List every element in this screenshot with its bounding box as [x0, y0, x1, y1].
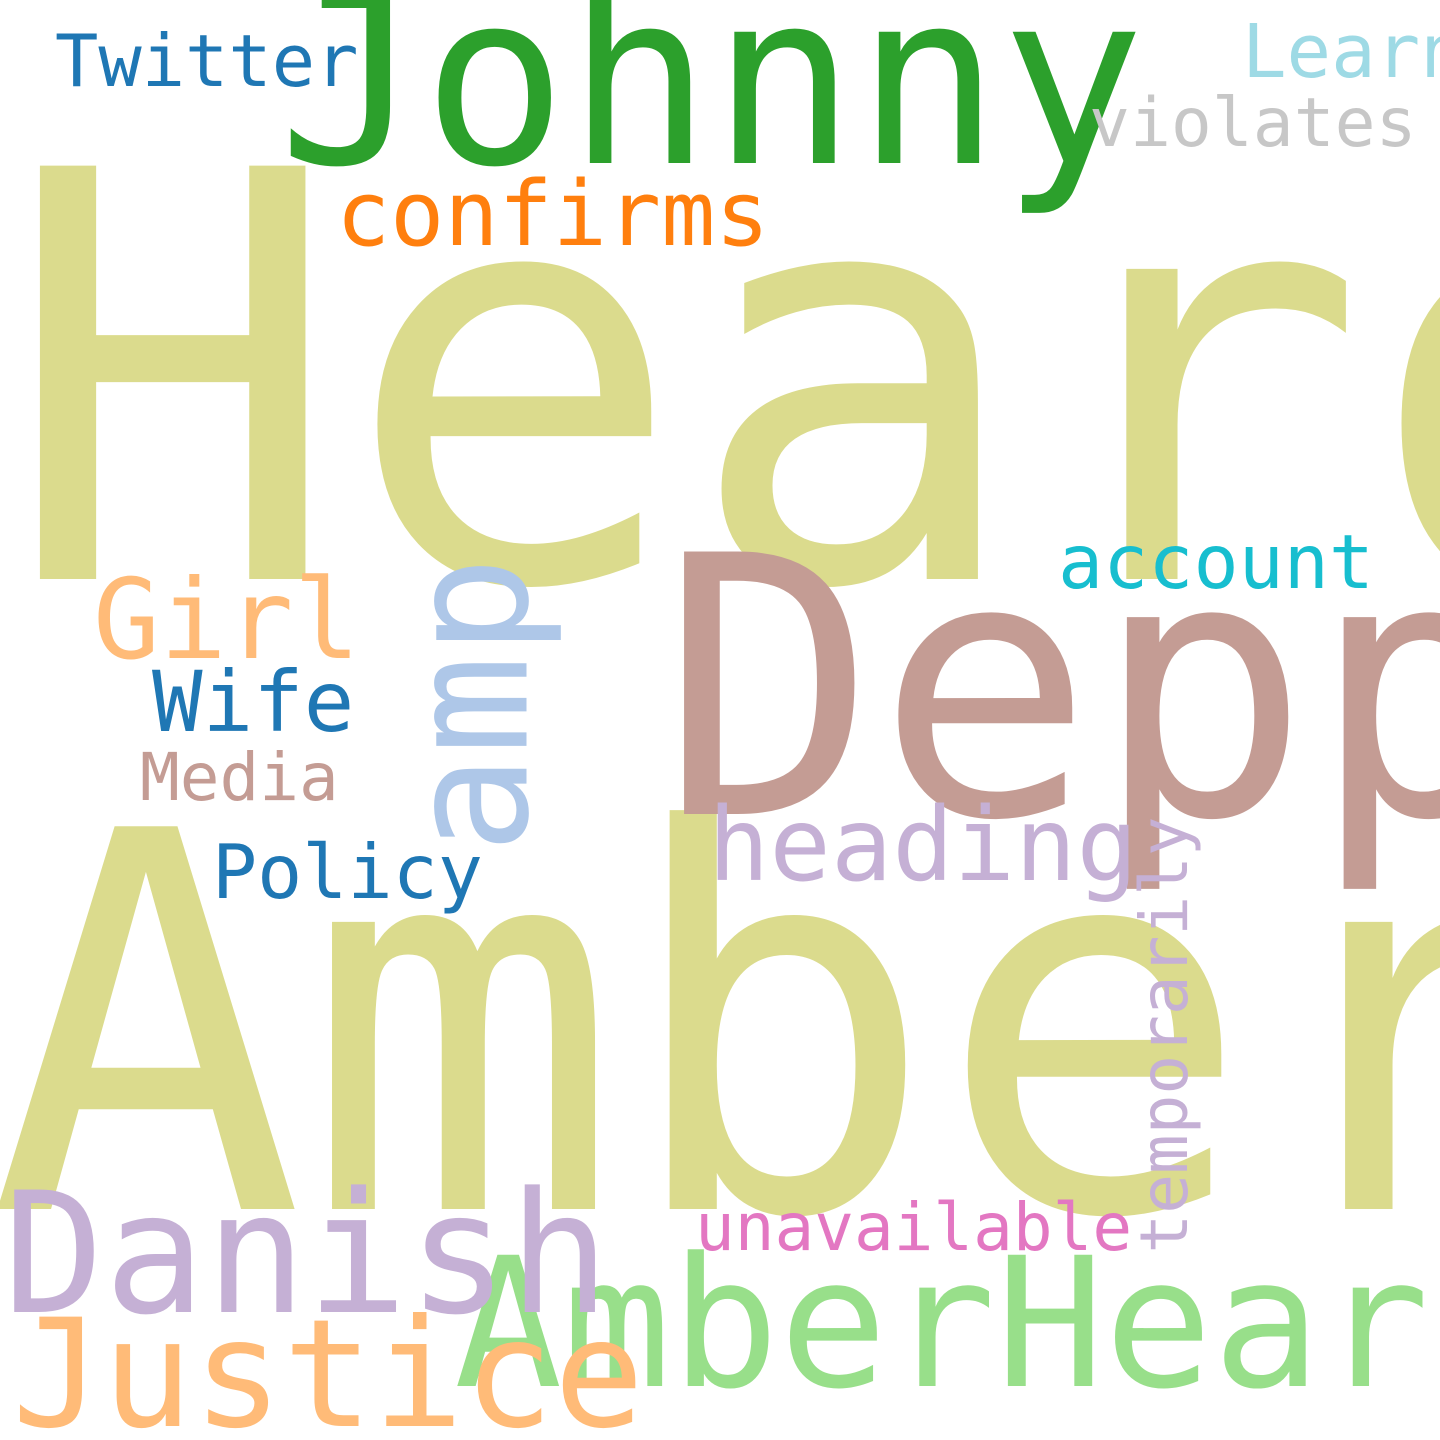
word-account: account [1058, 518, 1375, 606]
word-violates: violates [1089, 84, 1417, 163]
word-amberheard: AmberHeard [454, 1220, 1440, 1429]
word-temporarily: temporarily [1126, 816, 1203, 1254]
word-danish: Danish [3, 1156, 610, 1352]
word-policy: Policy [212, 828, 483, 916]
word-unavailable: unavailable [695, 1189, 1133, 1266]
word-amber: Amber [0, 722, 1440, 1333]
word-depp: Depp [660, 480, 1440, 899]
word-amp: amp [373, 555, 566, 855]
word-heading: heading [708, 786, 1138, 905]
word-wife: Wife [152, 653, 355, 751]
word-learn: Learn [1242, 9, 1440, 95]
word-johnny: Johnny [278, 0, 1145, 220]
word-twitter: Twitter [55, 19, 359, 103]
word-justice: Justice [12, 1288, 645, 1440]
word-heard: Heard [2, 53, 1440, 713]
word-girl: Girl [93, 556, 361, 685]
word-media: Media [140, 739, 339, 816]
word-confirms: confirms [336, 162, 770, 267]
